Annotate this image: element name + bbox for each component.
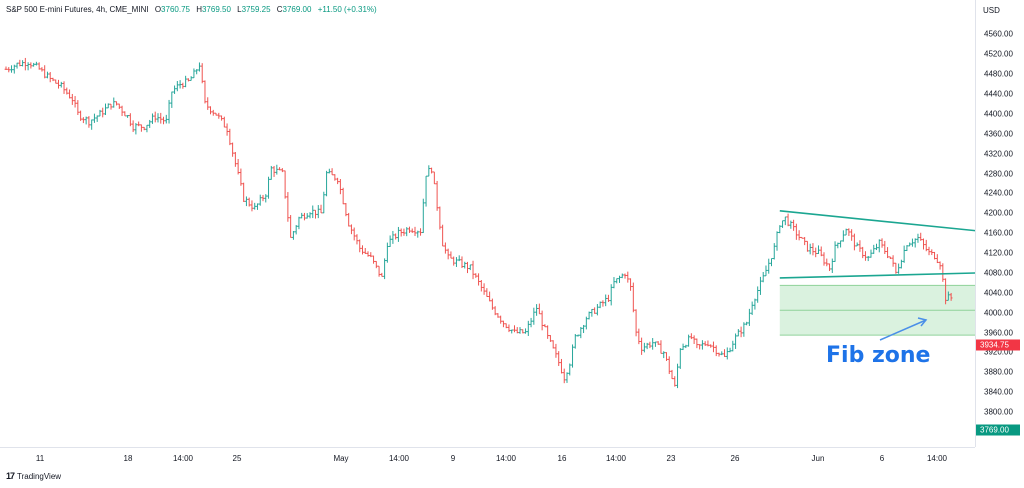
time-tick-0: 11 [35,454,45,463]
time-tick-11: 26 [730,454,740,463]
time-tick-5: 14:00 [388,454,410,463]
time-tick-8: 16 [557,454,567,463]
tradingview-logo-icon: 17 [6,471,15,481]
time-tick-12: Jun [811,454,825,463]
time-tick-2: 14:00 [172,454,194,463]
time-tick-10: 23 [666,454,676,463]
open-value: 3760.75 [161,5,190,14]
time-axis[interactable]: 11 18 14:00 25 May 14:00 9 14:00 16 14:00 23 26 Jun 6… [0,447,975,468]
symbol-legend: S&P 500 E-mini Futures, 4h, CME_MINI O37… [6,5,377,14]
price-tick-8: 4240.00 [984,188,1013,198]
price-tick-7: 4280.00 [984,169,1013,179]
price-tick-16: 3920.00 [984,347,1013,357]
high-label: H [196,5,202,14]
time-tick-14: 14:00 [926,454,948,463]
high-value: 3769.50 [201,5,231,14]
chart-canvas[interactable] [0,0,977,447]
time-tick-4: May [333,454,349,463]
trendline-lower [779,272,977,279]
price-tick-14: 4000.00 [984,308,1013,318]
price-tick-0: 4560.00 [984,29,1013,39]
fib-zone-annotation: Fib zone [826,343,931,368]
open-label: O [154,5,162,14]
price-tick-15: 3960.00 [984,328,1013,338]
change-value: +11.50 (+0.31%) [317,5,377,14]
price-tick-9: 4200.00 [984,208,1013,218]
time-tick-1: 18 [123,454,133,463]
price-tick-2: 4480.00 [984,69,1013,79]
last-price-badge: 3769.00 [976,424,1020,436]
price-tick-1: 4520.00 [984,49,1013,59]
tradingview-branding[interactable]: 17 TradingView [6,471,61,481]
time-tick-6: 9 [450,454,456,463]
price-tick-12: 4080.00 [984,268,1013,278]
branding-name: TradingView [17,471,62,481]
low-value: 3759.25 [241,5,271,14]
time-tick-3: 25 [232,454,242,463]
currency-label: USD [983,6,1000,15]
time-tick-9: 14:00 [605,454,627,463]
close-label: C [276,5,283,14]
price-tick-4: 4400.00 [984,109,1013,119]
trendline-upper [779,210,977,232]
price-chart[interactable] [0,0,977,447]
marked-price-badge: 3934.75 [976,339,1020,351]
close-value: 3769.00 [282,5,312,14]
price-tick-17: 3880.00 [984,367,1013,377]
price-tick-5: 4360.00 [984,129,1013,139]
price-tick-13: 4040.00 [984,288,1013,298]
price-axis[interactable]: 4560.00 4520.00 4480.00 4440.00 4400.00 4360.… [975,0,1024,447]
price-tick-6: 4320.00 [984,149,1013,159]
time-tick-13: 6 [879,454,885,463]
price-tick-3: 4440.00 [984,89,1013,99]
price-tick-19: 3800.00 [984,407,1013,417]
low-label: L [237,5,242,14]
price-tick-18: 3840.00 [984,387,1013,397]
time-tick-7: 14:00 [495,454,517,463]
symbol-title: S&P 500 E-mini Futures, 4h, CME_MINI [6,5,149,14]
annotation-arrow-head [917,317,928,327]
annotation-arrow [879,319,927,341]
price-tick-11: 4120.00 [984,248,1013,258]
price-tick-10: 4160.00 [984,228,1013,238]
